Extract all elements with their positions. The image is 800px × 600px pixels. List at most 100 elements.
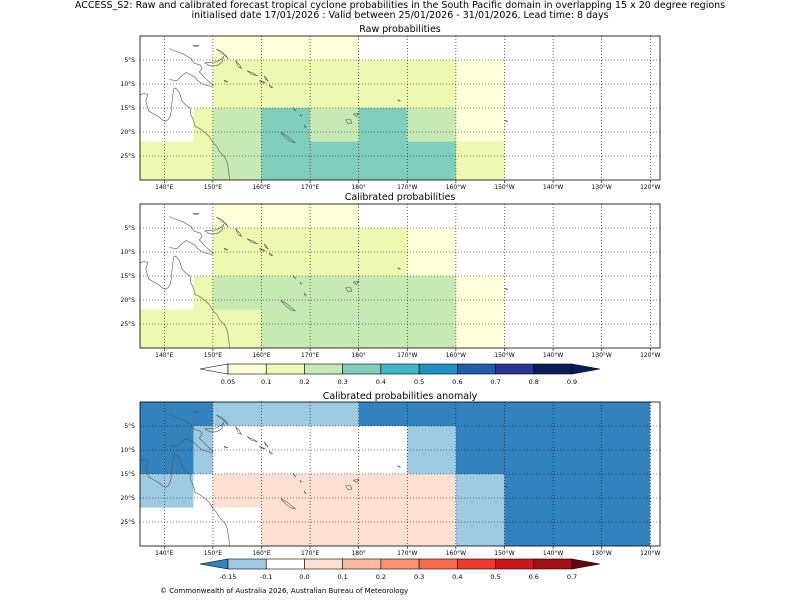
anom-colorbar-tick-8: 0.6 (529, 573, 539, 581)
map-cell-1-5 (193, 276, 213, 310)
anom-colorbar-tick-2: 0.0 (299, 573, 309, 581)
anom-colorbar-tick-9: 0.7 (567, 573, 577, 581)
map-frame-0 (139, 35, 661, 181)
lon-label-2-3: 170°E (301, 550, 319, 557)
prob-colorbar-tick-1: 0.1 (261, 378, 271, 386)
anom-colorbar-tick-3: 0.1 (337, 573, 347, 581)
prob-colorbar-tick-9: 0.9 (567, 378, 577, 386)
lon-label-1-10: 120°W (640, 352, 660, 359)
coastline-2-11 (299, 479, 303, 483)
coastline-1-16 (397, 267, 401, 270)
prob-colorbar-tick-3: 0.3 (337, 378, 347, 386)
coastline-1-18 (192, 213, 200, 215)
lon-label-1-7: 150°W (494, 352, 514, 359)
prob-colorbar-tick-2: 0.2 (299, 378, 309, 386)
coastline-0-13 (280, 132, 296, 144)
map-cell-0-10 (310, 108, 359, 142)
anom-colorbar-arrow-right (571, 558, 601, 570)
anom-colorbar-segment-5 (418, 558, 458, 570)
map-cell-0-4 (455, 60, 505, 108)
anom-colorbar-tick-6: 0.4 (452, 573, 462, 581)
prob-colorbar-segment-6 (457, 363, 496, 375)
anom-colorbar-tick-0: -0.15 (220, 573, 237, 581)
lon-label-0-10: 120°W (640, 184, 660, 191)
lon-label-1-4: 180° (351, 352, 365, 359)
anom-colorbar-tick-7: 0.5 (490, 573, 500, 581)
coastline-2-17 (504, 485, 509, 488)
prob-colorbar-arrow-right (571, 363, 601, 375)
coastline-0-11 (299, 113, 303, 117)
map-cell-edge-2 (140, 474, 165, 508)
lon-label-2-7: 150°W (494, 550, 514, 557)
lat-label-0-1: 10°S (121, 81, 136, 88)
anom-colorbar-segment-7 (495, 558, 535, 570)
map-cell-0-7 (193, 141, 213, 180)
map-cell-1-7 (193, 309, 213, 348)
map-cell-2-3 (164, 426, 194, 474)
map-cell-edge-sw-0 (140, 141, 194, 180)
map-cell-0-14 (407, 141, 456, 180)
coastline-0-12 (304, 124, 307, 129)
panel-title-raw: Raw probabilities (359, 24, 441, 35)
lat-label-2-1: 10°S (121, 447, 136, 454)
lon-label-1-0: 140°E (155, 352, 173, 359)
lon-label-0-0: 140°E (155, 184, 173, 191)
coastline-1-9 (269, 252, 273, 257)
map-cell-2-0 (164, 402, 213, 426)
coastline-1-2 (169, 216, 214, 255)
coastline-0-7 (259, 79, 266, 84)
coastline-2-14 (345, 485, 353, 491)
prob-colorbar-tick-6: 0.6 (452, 378, 462, 386)
lat-label-1-0: 5°S (124, 225, 135, 232)
coastline-1-7 (259, 247, 266, 252)
anom-colorbar-tick-5: 0.3 (414, 573, 424, 581)
lon-label-0-1: 150°E (204, 184, 222, 191)
map-cell-1-3 (261, 228, 408, 276)
coastline-0-18 (192, 45, 200, 47)
prob-colorbar-tick-0: 0.05 (221, 378, 235, 386)
lat-label-2-4: 25°S (121, 519, 136, 526)
prob-colorbar-tick-5: 0.5 (414, 378, 424, 386)
map-cell-0-5 (193, 108, 213, 142)
prob-colorbar-tick-7: 0.7 (490, 378, 500, 386)
map-cell-1-11 (455, 276, 505, 348)
coastline-1-17 (504, 287, 509, 290)
lat-label-2-3: 20°S (121, 495, 136, 502)
coastline-1-11 (299, 281, 303, 285)
map-cell-1-0 (212, 204, 262, 228)
map-cell-0-9 (261, 108, 311, 180)
anom-colorbar-segment-4 (380, 558, 420, 570)
map-cell-0-2 (212, 60, 262, 108)
lon-label-2-10: 120°W (640, 550, 660, 557)
coastline-2-12 (304, 490, 307, 495)
map-cell-0-11 (310, 141, 359, 180)
map-cell-2-9 (455, 474, 505, 546)
coastline-2-2 (169, 414, 214, 453)
map-cell-0-15 (455, 108, 505, 142)
coastline-0-19 (223, 79, 229, 83)
lon-label-1-2: 160°E (252, 352, 270, 359)
anom-colorbar-segment-0 (227, 558, 267, 570)
anom-colorbar-segment-3 (342, 558, 382, 570)
coastline-0-2 (169, 48, 214, 87)
lat-label-2-2: 15°S (121, 471, 136, 478)
main-title-line-2: initialised date 17/01/2026 : Valid betw… (191, 10, 609, 21)
coastline-0-15 (353, 112, 360, 118)
coastline-2-15 (353, 478, 360, 484)
coastline-2-3 (204, 421, 225, 433)
map-cell-0-0 (212, 36, 262, 60)
lon-label-2-9: 130°W (591, 550, 611, 557)
lon-label-0-4: 180° (351, 184, 365, 191)
map-cell-2-7 (164, 474, 194, 508)
map-cell-2-1 (212, 402, 359, 426)
prob-colorbar-segment-4 (380, 363, 420, 375)
lon-label-2-2: 160°E (252, 550, 270, 557)
lon-label-2-5: 170°W (397, 550, 417, 557)
lat-label-2-0: 5°S (124, 423, 135, 430)
map-cell-0-16 (455, 141, 505, 180)
coastline-1-10 (292, 275, 297, 280)
coastline-1-12 (304, 292, 307, 297)
lon-label-2-1: 150°E (204, 550, 222, 557)
anom-colorbar-tick-1: -0.1 (260, 573, 273, 581)
